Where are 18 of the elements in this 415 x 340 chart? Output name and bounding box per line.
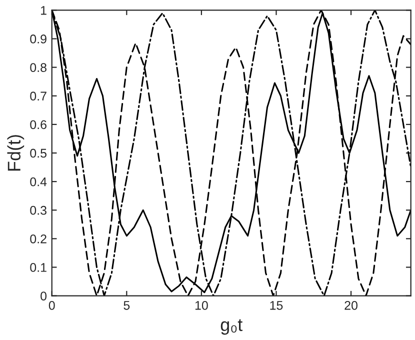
y-tick-label: 0.7 [30,92,46,101]
y-tick-label: 0.8 [30,63,46,72]
y-tick-label: 0.3 [30,206,46,215]
x-tick-label: 5 [124,301,130,310]
y-axis-title: Fd(t) [7,135,24,171]
y-tick-label: 0 [40,292,47,300]
x-tick-label: 20 [344,300,358,310]
y-tick-label: 0.2 [30,234,46,244]
y-tick-label: 0.4 [30,177,47,186]
x-tick-label: 10 [195,300,208,310]
y-tick-label: 0.1 [30,263,46,272]
y-tick-label: 0.5 [30,148,46,158]
x-tick-label: 15 [270,301,283,310]
x-tick-label: 0 [48,300,55,310]
y-tick-label: 0.6 [30,120,46,130]
y-tick-label: 1 [41,6,46,15]
x-axis-title: g₀t [220,319,243,335]
y-tick-label: 0.9 [30,34,46,44]
